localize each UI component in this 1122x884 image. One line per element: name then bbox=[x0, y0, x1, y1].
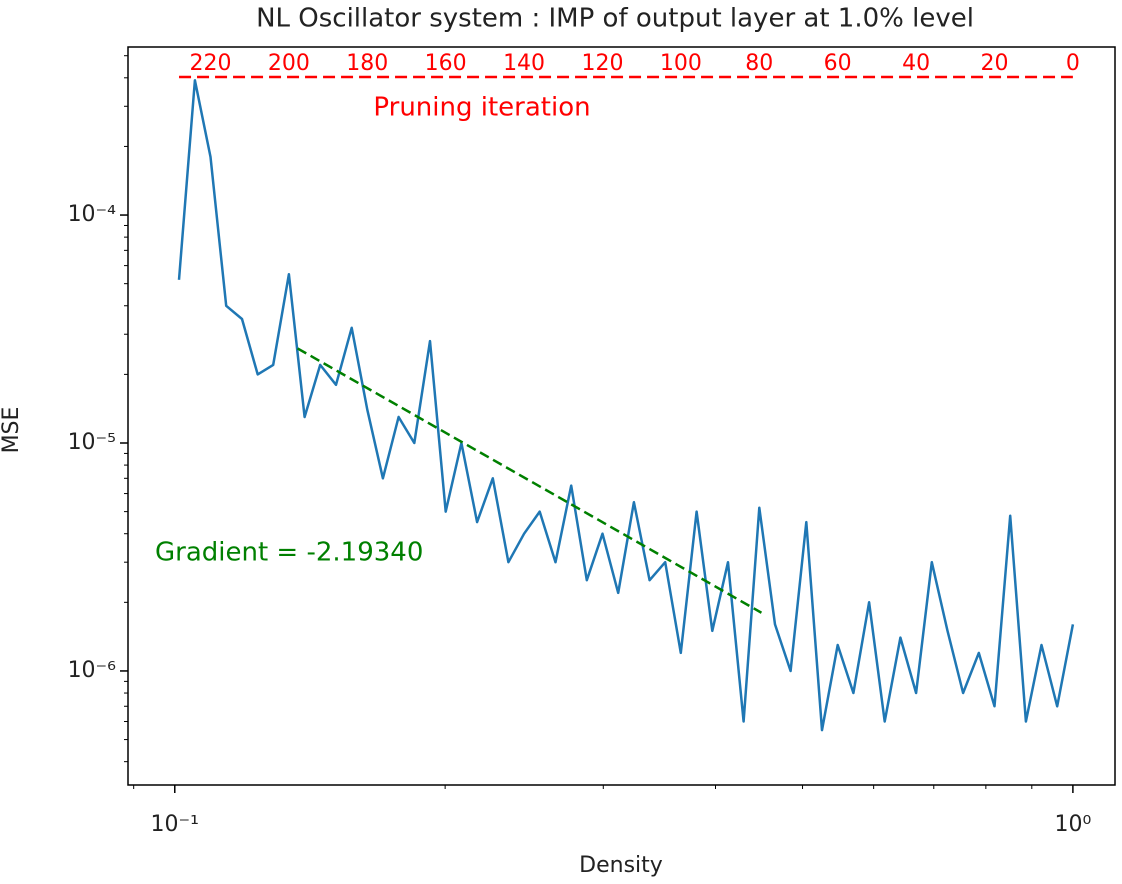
fit-line bbox=[296, 347, 763, 614]
pruning-tick-label: 220 bbox=[189, 51, 231, 76]
pruning-tick-label: 0 bbox=[1066, 51, 1080, 76]
pruning-tick-label: 100 bbox=[660, 51, 702, 76]
pruning-tick-label: 180 bbox=[346, 51, 388, 76]
y-tick-label: 10⁻⁵ bbox=[68, 430, 116, 455]
chart-title: NL Oscillator system : IMP of output lay… bbox=[256, 4, 974, 34]
pruning-tick-label: 60 bbox=[824, 51, 852, 76]
pruning-axis-label: Pruning iteration bbox=[373, 93, 590, 123]
data-line bbox=[177, 79, 1075, 732]
pruning-tick-label: 140 bbox=[503, 51, 545, 76]
pruning-tick-label: 20 bbox=[980, 51, 1008, 76]
pruning-tick-label: 80 bbox=[745, 51, 773, 76]
x-tick-label: 10⁰ bbox=[1054, 812, 1091, 837]
y-axis-label: MSE bbox=[0, 407, 24, 454]
gradient-annotation: Gradient = -2.19340 bbox=[155, 538, 423, 568]
pruning-tick-label: 40 bbox=[902, 51, 930, 76]
plot-frame bbox=[127, 46, 1116, 786]
pruning-tick-label: 160 bbox=[425, 51, 467, 76]
y-tick-label: 10⁻⁴ bbox=[68, 202, 117, 227]
y-tick-label: 10⁻⁶ bbox=[68, 658, 117, 683]
pruning-tick-label: 120 bbox=[581, 51, 623, 76]
x-axis-label: Density bbox=[579, 853, 663, 878]
pruning-tick-label: 200 bbox=[268, 51, 310, 76]
x-tick-label: 10⁻¹ bbox=[151, 812, 199, 837]
